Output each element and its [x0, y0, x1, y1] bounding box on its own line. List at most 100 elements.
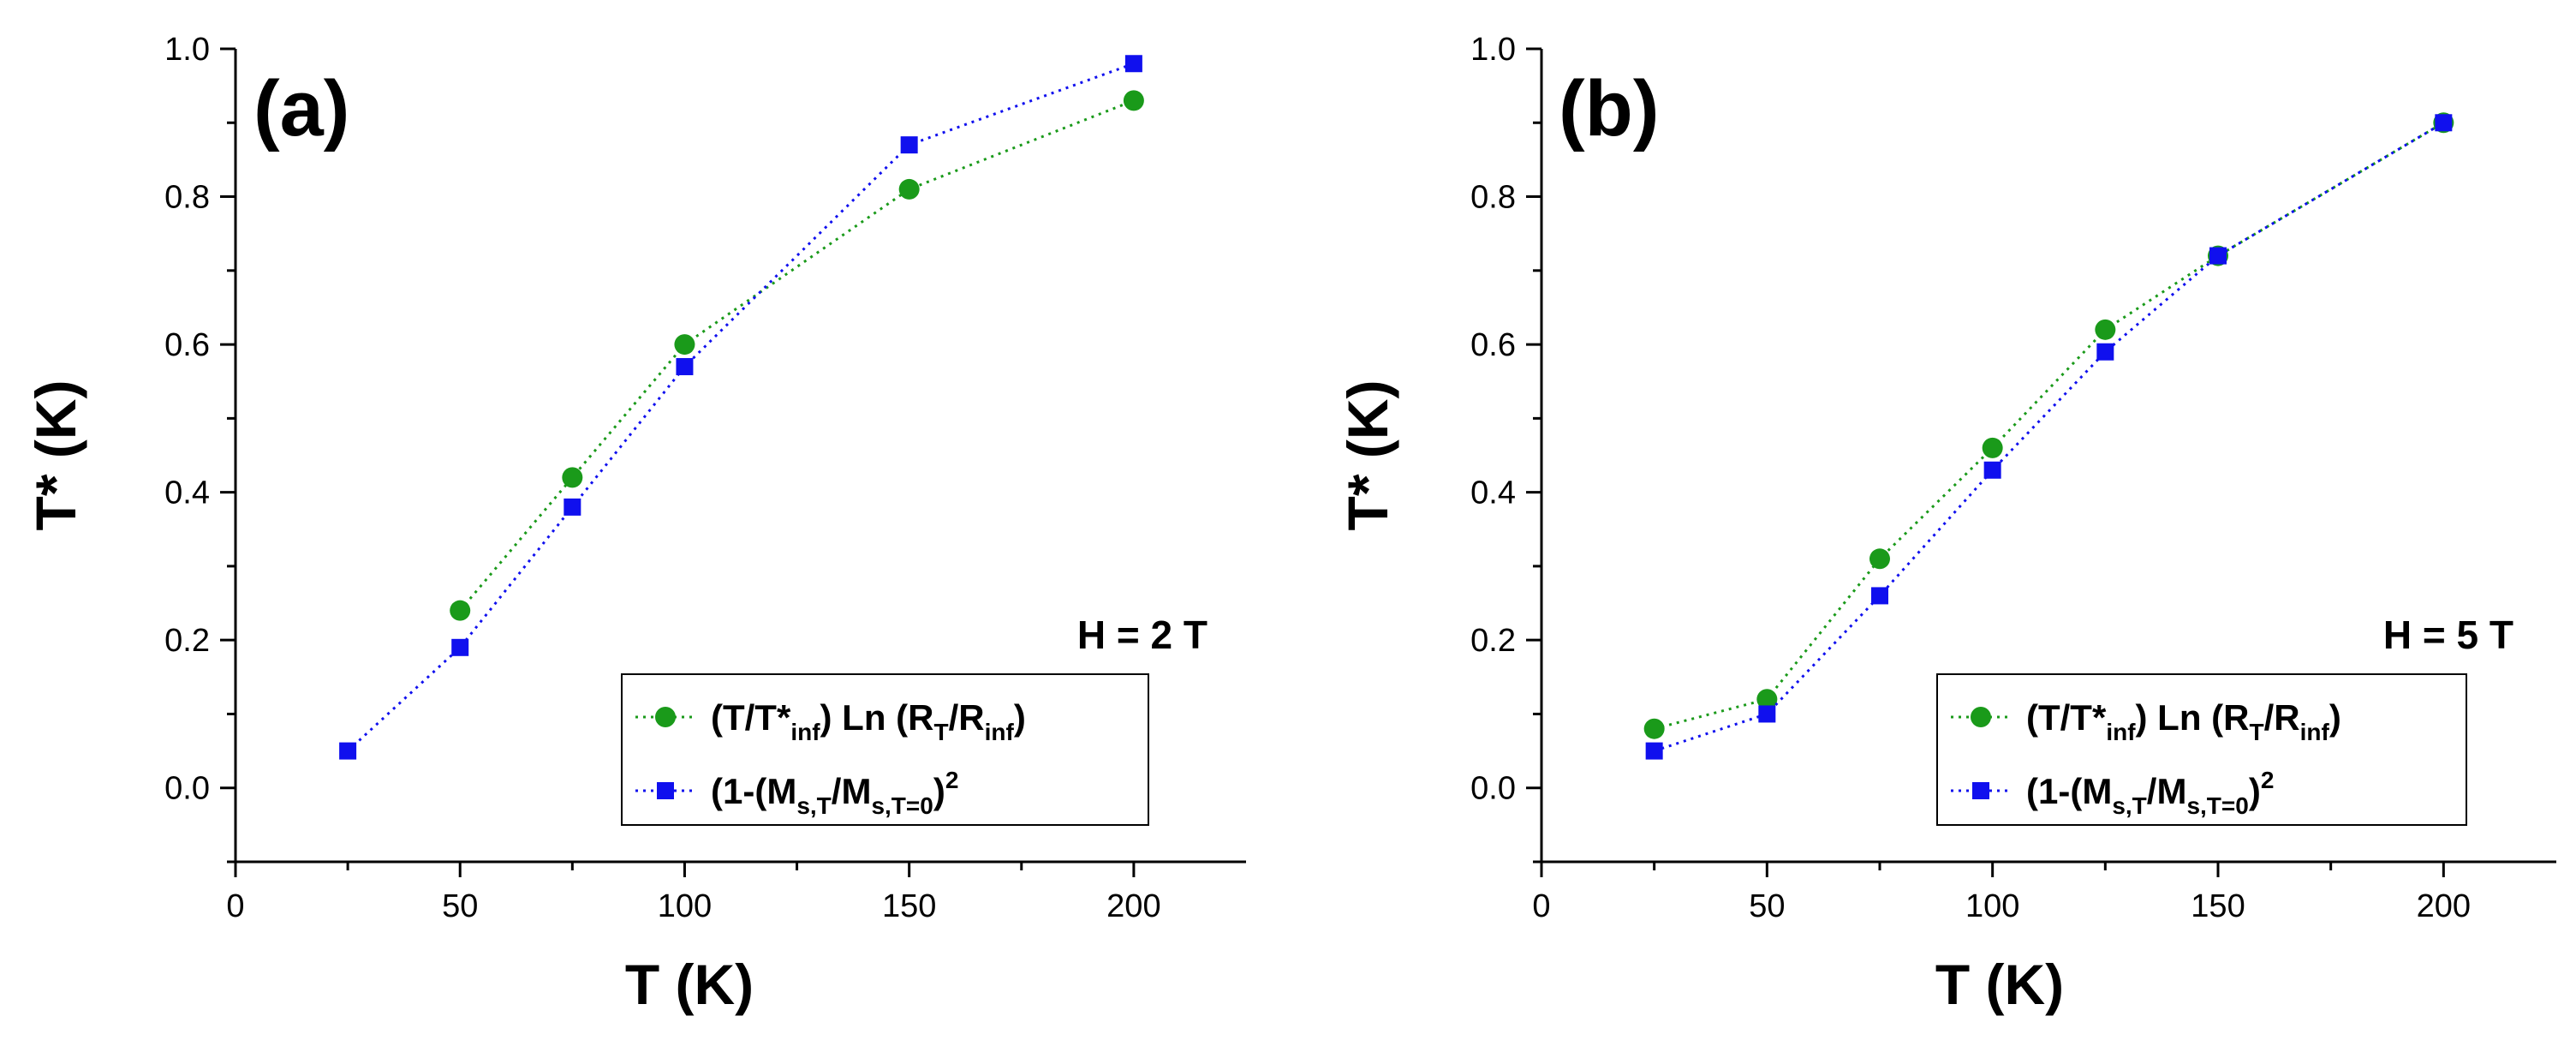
legend-label-part: /R [949, 697, 985, 738]
legend-label-part: s,T [2112, 792, 2146, 819]
legend-label-part: s,T=0 [2186, 792, 2248, 819]
data-point [1643, 718, 1665, 739]
data-point [450, 600, 471, 621]
legend-label: (1-(Ms,T/Ms,T=0)2 [711, 767, 958, 819]
data-point [1756, 689, 1778, 710]
legend-label-part: 2 [2261, 767, 2275, 793]
legend-box [1936, 673, 2467, 826]
y-axis-label: T* (K) [24, 380, 87, 531]
legend-label-part: ) [1014, 697, 1026, 738]
panel-label: (a) [253, 65, 349, 152]
field-annotation: H = 2 T [1077, 613, 1208, 657]
legend-label-part: ) Ln (R [2136, 697, 2250, 738]
legend-label-part: /R [2264, 697, 2300, 738]
legend-label-part: (1-(M [2026, 771, 2112, 811]
series-line [1654, 121, 2445, 753]
y-tick-label: 0.0 [164, 771, 210, 807]
x-tick-label: 0 [226, 888, 244, 924]
legend-label-part: (T/T* [2026, 697, 2107, 738]
legend-marker [657, 782, 674, 799]
data-point [562, 467, 583, 488]
series-green-circles [450, 90, 1144, 621]
legend-label-part: s,T=0 [871, 792, 933, 819]
series-blue-squares [1645, 114, 2453, 760]
series-blue-squares [339, 55, 1142, 760]
data-point [451, 638, 469, 656]
y-tick-label: 1.0 [164, 32, 210, 68]
legend-label-part: inf [790, 719, 820, 745]
legend-label-part: ) [933, 771, 945, 811]
chart-panel-a: 0 50 100 150 200 0.0 0.2 0.4 0.6 0.8 1.0 T (K) T* (K… [24, 32, 1246, 1016]
x-axis-label: T (K) [1935, 953, 2064, 1016]
legend-label-part: ) Ln (R [820, 697, 934, 738]
legend-label-part: ) [2329, 697, 2341, 738]
y-tick-label: 0.4 [1470, 475, 1516, 511]
legend-label-part: 2 [945, 767, 959, 793]
legend-label: (1-(Ms,T/Ms,T=0)2 [2026, 767, 2274, 819]
y-tick-label: 0.6 [164, 327, 210, 363]
legend-label: (T/T*inf) Ln (RT/Rinf) [2026, 697, 2341, 745]
legend-label-part: inf [2300, 719, 2330, 745]
legend-label-part: /M [2147, 771, 2187, 811]
legend-label-part: (1-(M [711, 771, 796, 811]
data-point [2095, 319, 2116, 340]
series-line [1654, 121, 2445, 731]
x-tick-label: 150 [882, 888, 936, 924]
data-point [1645, 742, 1663, 760]
data-point [1123, 90, 1144, 111]
data-point [900, 136, 918, 154]
legend-label-part: ) [2249, 771, 2261, 811]
data-point [1871, 587, 1888, 605]
legend-label-part: (T/T* [711, 697, 791, 738]
legend-label-part: inf [2106, 719, 2136, 745]
data-point [898, 178, 920, 200]
x-tick-label: 50 [1749, 888, 1785, 924]
series-line [459, 99, 1135, 612]
x-tick-label: 0 [1532, 888, 1550, 924]
y-axis-label: T* (K) [1336, 380, 1399, 531]
x-tick-label: 200 [2417, 888, 2471, 924]
legend-label-part: /M [832, 771, 872, 811]
legend-box [621, 673, 1149, 826]
data-point [2435, 114, 2453, 132]
legend: (T/T*inf) Ln (RT/Rinf)(1-(Ms,T/Ms,T=0)2 [621, 673, 1149, 826]
data-point [1124, 55, 1142, 73]
data-point [2209, 247, 2227, 265]
y-tick-label: 0.4 [164, 475, 210, 511]
y-tick-label: 0.6 [1470, 327, 1516, 363]
y-tick-label: 0.2 [164, 623, 210, 659]
data-point [1982, 437, 2003, 458]
x-tick-label: 150 [2191, 888, 2245, 924]
data-point [676, 357, 694, 375]
y-tick-label: 0.2 [1470, 623, 1516, 659]
legend-label: (T/T*inf) Ln (RT/Rinf) [711, 697, 1026, 745]
field-annotation: H = 5 T [2383, 613, 2513, 657]
x-tick-label: 100 [658, 888, 712, 924]
y-tick-label: 0.8 [1470, 180, 1516, 216]
x-axis-label: T (K) [625, 953, 754, 1016]
y-tick-label: 0.0 [1470, 771, 1516, 807]
legend-label-part: s,T [796, 792, 831, 819]
data-point [674, 334, 695, 356]
legend-marker [1971, 707, 1991, 727]
legend-marker [655, 707, 676, 727]
legend-label-part: T [933, 719, 948, 745]
data-point [1983, 461, 2001, 479]
legend-marker [1972, 782, 1989, 799]
data-point [1869, 548, 1890, 570]
legend-label-part: T [2249, 719, 2263, 745]
data-point [1758, 705, 1776, 723]
data-point [339, 742, 357, 760]
data-point [564, 498, 581, 516]
chart-panel-b: 0 50 100 150 200 0.0 0.2 0.4 0.6 0.8 1.0 T (K) T* (K… [1336, 32, 2556, 1016]
x-tick-label: 50 [442, 888, 478, 924]
y-tick-label: 0.8 [164, 180, 210, 216]
data-point [2096, 343, 2114, 361]
legend: (T/T*inf) Ln (RT/Rinf)(1-(Ms,T/Ms,T=0)2 [1936, 673, 2467, 826]
legend-label-part: inf [985, 719, 1015, 745]
panel-label: (b) [1559, 65, 1659, 152]
x-tick-label: 100 [1965, 888, 2019, 924]
y-tick-label: 1.0 [1470, 32, 1516, 68]
series-green-circles [1643, 112, 2454, 739]
